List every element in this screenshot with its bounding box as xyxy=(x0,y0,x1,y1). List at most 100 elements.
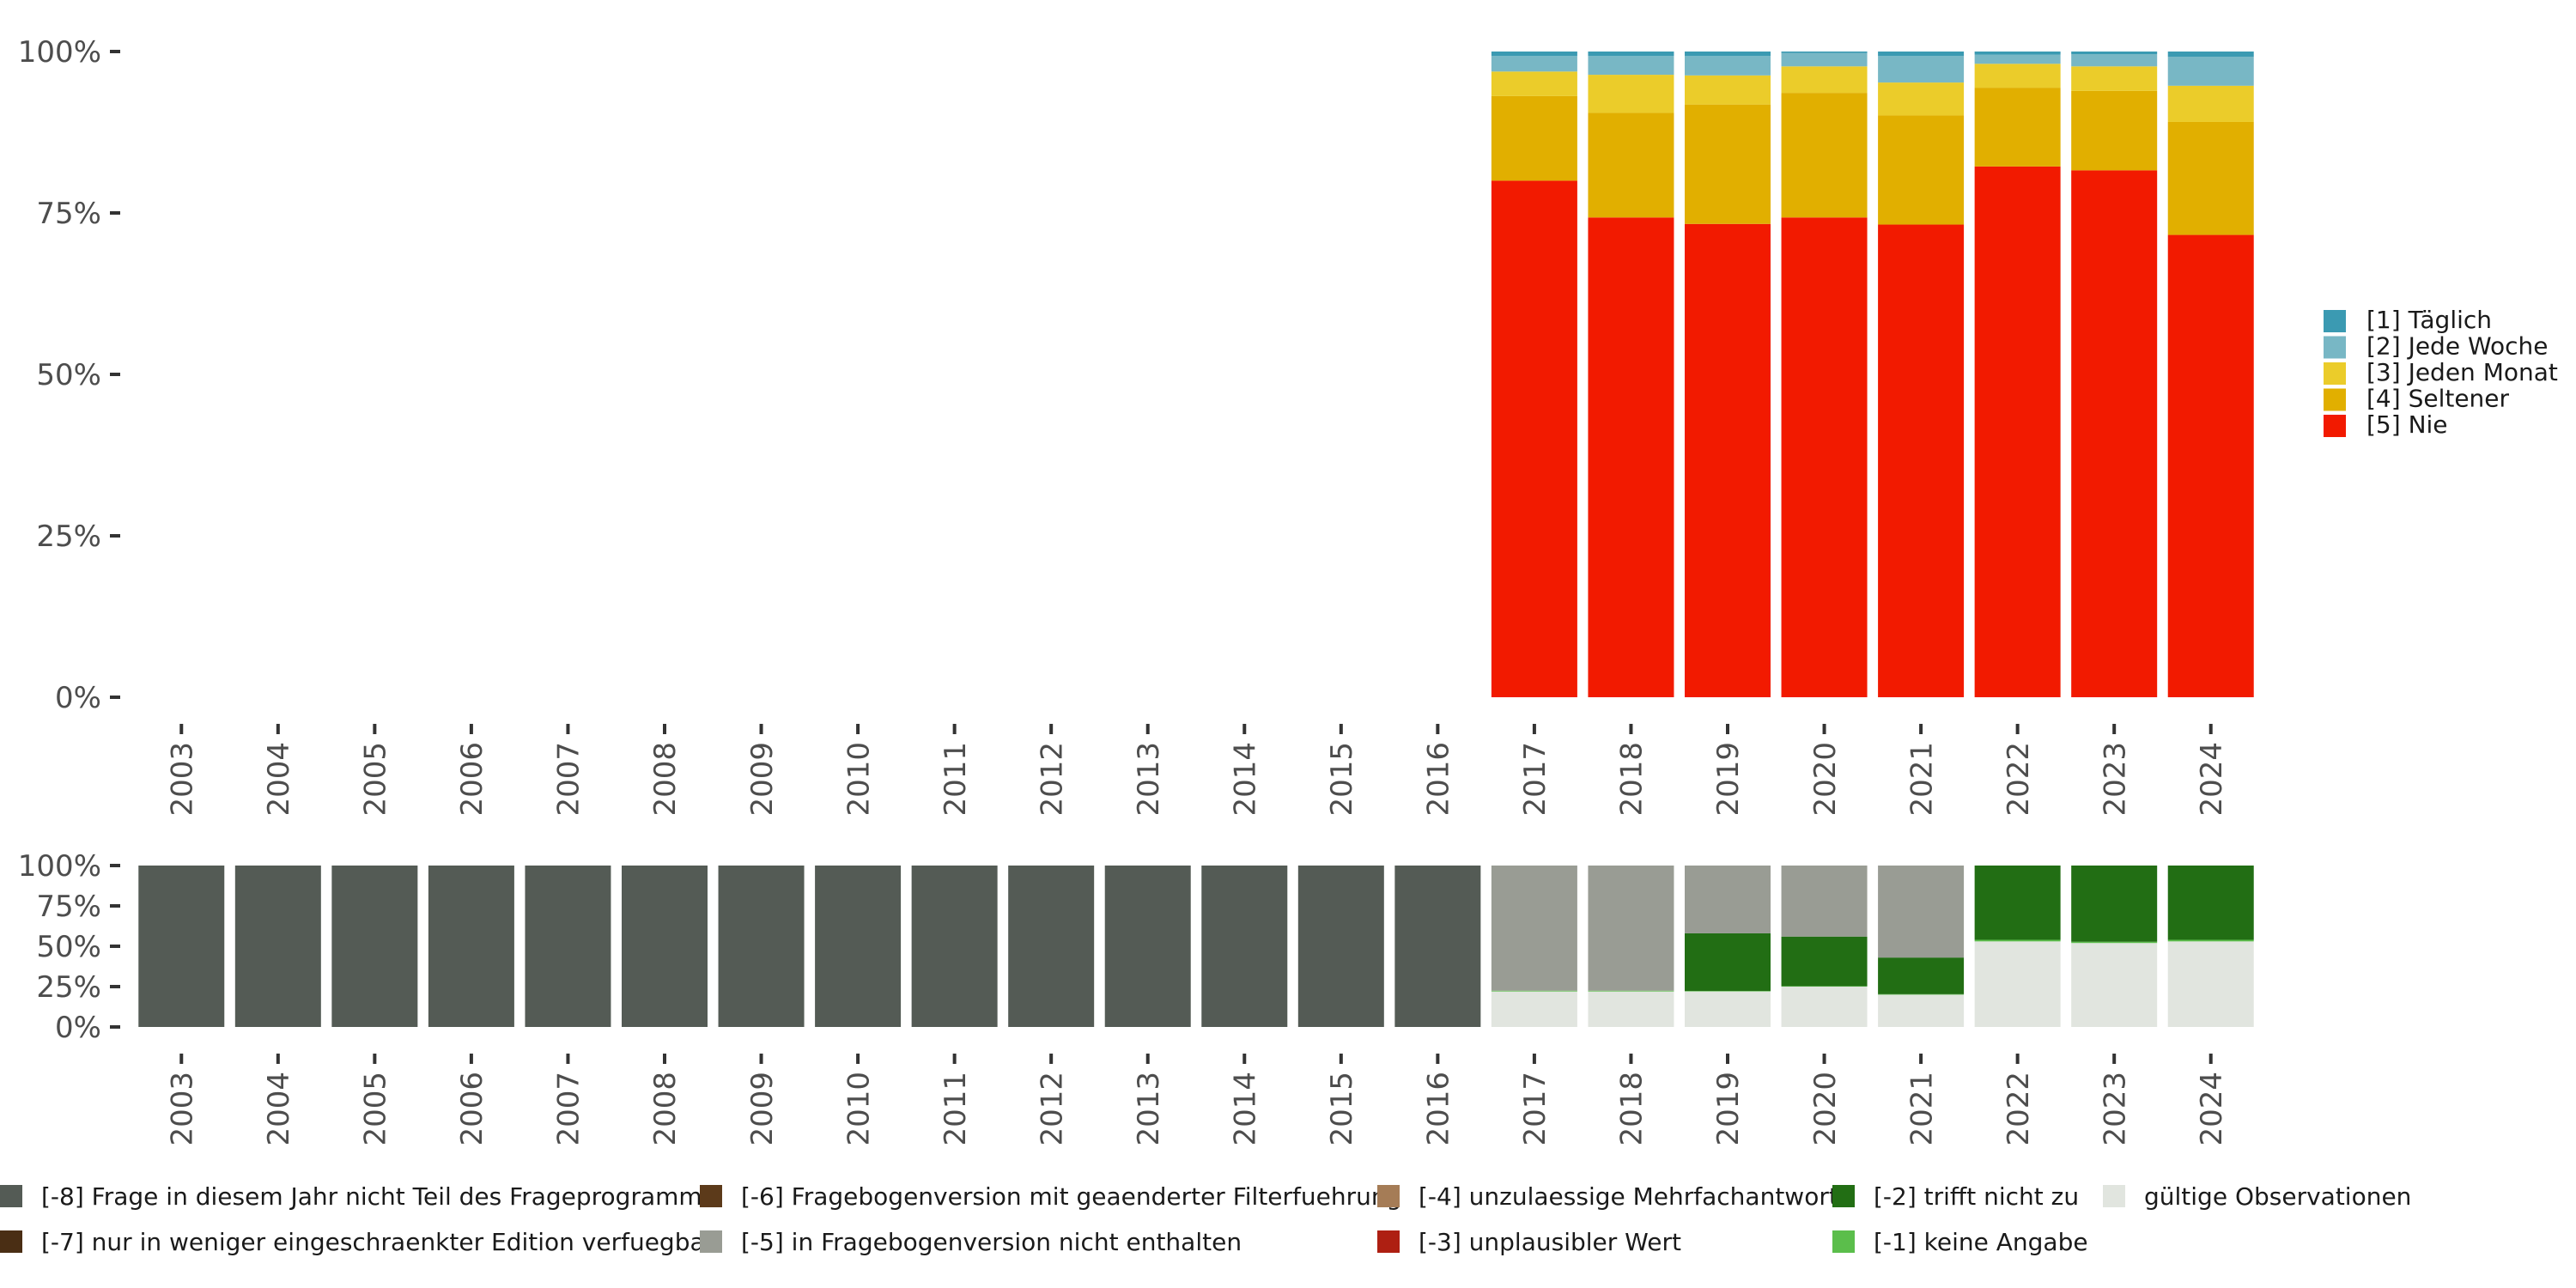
bottom-x-tick-label-2020: 2020 xyxy=(1808,1072,1843,1146)
top-x-tick-label-2008: 2008 xyxy=(648,742,683,817)
top-chart-response-distribution: 0% 25% 50% 75% 100% 2003 2004 2005 2006 2007 2008 2… xyxy=(18,35,2254,817)
top-bar-2021-1-t-glich xyxy=(1878,52,1965,57)
top-legend-label-4-seltener: [4] Seltener xyxy=(2366,385,2510,413)
top-bar-2020-1-t-glich xyxy=(1781,52,1868,53)
bottom-bar-2023-1-keine-angabe xyxy=(2071,941,2158,944)
top-bar-2017-5-nie xyxy=(1491,180,1577,697)
top-x-tick-label-2005: 2005 xyxy=(359,742,393,817)
top-bar-2020-4-seltener xyxy=(1781,93,1868,218)
top-x-tick-label-2011: 2011 xyxy=(939,742,973,817)
bottom-legend-key-7-nur-in-weniger-eingeschraenkter-edition-verfuegbar xyxy=(0,1230,22,1253)
top-legend-key-2-jede-woche xyxy=(2324,336,2346,359)
bottom-bar-2017-g-ltige-observationen xyxy=(1491,991,1577,1027)
top-x-tick-label-2004: 2004 xyxy=(262,742,296,817)
top-bar-2020-5-nie xyxy=(1781,217,1868,697)
bottom-bar-2010-8-frage-in-diesem-jahr-nicht-teil-des-frageprogramms xyxy=(815,866,902,1027)
top-legend-key-1-t-glich xyxy=(2324,310,2346,332)
bottom-bar-2020-g-ltige-observationen xyxy=(1781,987,1868,1027)
bottom-bar-2009-8-frage-in-diesem-jahr-nicht-teil-des-frageprogramms xyxy=(718,866,805,1027)
bottom-x-tick-label-2016: 2016 xyxy=(1422,1072,1456,1146)
top-bar-2019-3-jeden-monat xyxy=(1685,75,1771,105)
bottom-x-tick-label-2013: 2013 xyxy=(1132,1072,1166,1146)
bottom-x-tick-label-2009: 2009 xyxy=(745,1072,780,1146)
bottom-legend-label-2-trifft-nicht-zu: [-2] trifft nicht zu xyxy=(1874,1182,2079,1211)
top-legend-label-2-jede-woche: [2] Jede Woche xyxy=(2366,332,2549,361)
bottom-bar-2020-5-in-fragebogenversion-nicht-enthalten xyxy=(1781,866,1868,937)
bottom-bar-2018-5-in-fragebogenversion-nicht-enthalten xyxy=(1588,866,1674,991)
bottom-bar-2022-2-trifft-nicht-zu xyxy=(1974,866,2061,940)
top-bar-2019-2-jede-woche xyxy=(1685,56,1771,76)
top-x-tick-label-2009: 2009 xyxy=(745,742,780,817)
bottom-legend: [-8] Frage in diesem Jahr nicht Teil des… xyxy=(0,1182,2411,1256)
bottom-chart-missing-values: 0% 25% 50% 75% 100% 2003 2004 2005 2006 2007 2008 2… xyxy=(18,849,2254,1146)
top-bar-2017-1-t-glich xyxy=(1491,52,1577,57)
top-bar-2020-3-jeden-monat xyxy=(1781,66,1868,94)
top-x-tick-label-2017: 2017 xyxy=(1518,742,1552,817)
top-x-tick-label-2020: 2020 xyxy=(1808,742,1843,817)
top-bar-2019-1-t-glich xyxy=(1685,52,1771,57)
top-bar-2023-1-t-glich xyxy=(2071,52,2158,55)
top-x-tick-label-2015: 2015 xyxy=(1325,742,1359,817)
bottom-x-tick-label-2011: 2011 xyxy=(939,1072,973,1146)
bottom-bar-2022-1-keine-angabe xyxy=(1974,939,2061,942)
bottom-bar-2007-8-frage-in-diesem-jahr-nicht-teil-des-frageprogramms xyxy=(525,866,611,1027)
bottom-x-tick-label-2003: 2003 xyxy=(166,1072,200,1146)
bottom-bar-2012-8-frage-in-diesem-jahr-nicht-teil-des-frageprogramms xyxy=(1008,866,1095,1027)
bottom-bar-2017-5-in-fragebogenversion-nicht-enthalten xyxy=(1491,866,1577,991)
bottom-legend-key-1-keine-angabe xyxy=(1832,1230,1855,1253)
bottom-x-tick-label-2019: 2019 xyxy=(1711,1072,1746,1146)
top-bar-2021-5-nie xyxy=(1878,224,1965,697)
bottom-bar-2023-g-ltige-observationen xyxy=(2071,943,2158,1027)
bottom-bar-2019-1-keine-angabe xyxy=(1685,991,1771,992)
top-legend-key-4-seltener xyxy=(2324,388,2346,411)
bottom-bar-2019-g-ltige-observationen xyxy=(1685,991,1771,1027)
bottom-legend-label-5-in-fragebogenversion-nicht-enthalten: [-5] in Fragebogenversion nicht enthalte… xyxy=(741,1228,1242,1256)
bottom-bar-2018-g-ltige-observationen xyxy=(1588,991,1674,1027)
top-bar-2018-5-nie xyxy=(1588,217,1674,697)
top-x-tick-label-2007: 2007 xyxy=(552,742,586,817)
top-bar-2022-4-seltener xyxy=(1974,88,2061,167)
bottom-y-tick-label-4: 100% xyxy=(18,849,101,884)
bottom-bar-2006-8-frage-in-diesem-jahr-nicht-teil-des-frageprogramms xyxy=(428,866,514,1027)
top-legend-label-5-nie: [5] Nie xyxy=(2366,410,2448,439)
bottom-y-tick-label-3: 75% xyxy=(36,890,101,924)
top-x-tick-label-2012: 2012 xyxy=(1035,742,1069,817)
top-x-tick-label-2024: 2024 xyxy=(2195,742,2229,817)
top-bar-2018-4-seltener xyxy=(1588,112,1674,218)
bottom-bar-2020-1-keine-angabe xyxy=(1781,986,1868,987)
top-bar-2020-2-jede-woche xyxy=(1781,52,1868,67)
bottom-x-tick-label-2017: 2017 xyxy=(1518,1072,1552,1146)
top-bar-2017-3-jeden-monat xyxy=(1491,71,1577,96)
bottom-bar-2017-1-keine-angabe xyxy=(1491,990,1577,992)
bottom-legend-label-1-keine-angabe: [-1] keine Angabe xyxy=(1874,1228,2088,1256)
bottom-x-tick-label-2007: 2007 xyxy=(552,1072,586,1146)
bottom-bar-2016-8-frage-in-diesem-jahr-nicht-teil-des-frageprogramms xyxy=(1394,866,1481,1027)
top-x-tick-label-2006: 2006 xyxy=(455,742,489,817)
top-bar-2019-4-seltener xyxy=(1685,104,1771,224)
bottom-legend-label-4-unzulaessige-mehrfachantwort: [-4] unzulaessige Mehrfachantwort xyxy=(1419,1182,1838,1211)
top-bar-2018-3-jeden-monat xyxy=(1588,75,1674,113)
bottom-x-tick-label-2021: 2021 xyxy=(1905,1072,1939,1146)
top-x-tick-label-2014: 2014 xyxy=(1229,742,1263,817)
top-bar-2022-2-jede-woche xyxy=(1974,54,2061,64)
bottom-bar-2003-8-frage-in-diesem-jahr-nicht-teil-des-frageprogramms xyxy=(138,866,225,1027)
top-legend: [1] Täglich[2] Jede Woche[3] Jeden Monat… xyxy=(2324,306,2558,439)
top-bar-2024-1-t-glich xyxy=(2167,52,2254,58)
bottom-bar-2021-1-keine-angabe xyxy=(1878,993,1965,995)
top-bar-2018-1-t-glich xyxy=(1588,52,1674,57)
top-x-tick-label-2023: 2023 xyxy=(2098,742,2132,817)
bottom-x-tick-label-2022: 2022 xyxy=(2002,1072,2036,1146)
bottom-bar-2019-5-in-fragebogenversion-nicht-enthalten xyxy=(1685,866,1771,933)
bottom-bar-2013-8-frage-in-diesem-jahr-nicht-teil-des-frageprogramms xyxy=(1104,866,1191,1027)
top-bar-2019-5-nie xyxy=(1685,223,1771,697)
top-bar-2023-3-jeden-monat xyxy=(2071,66,2158,91)
bottom-bar-2024-2-trifft-nicht-zu xyxy=(2167,866,2254,940)
top-x-tick-label-2013: 2013 xyxy=(1132,742,1166,817)
top-y-tick-label-3: 75% xyxy=(36,197,101,231)
bottom-x-tick-label-2008: 2008 xyxy=(648,1072,683,1146)
top-bar-2023-4-seltener xyxy=(2071,90,2158,171)
top-x-tick-label-2021: 2021 xyxy=(1905,742,1939,817)
bottom-bar-2018-1-keine-angabe xyxy=(1588,990,1674,992)
bottom-legend-label-8-frage-in-diesem-jahr-nicht-teil-des-frageprogramms: [-8] Frage in diesem Jahr nicht Teil des… xyxy=(41,1182,714,1211)
